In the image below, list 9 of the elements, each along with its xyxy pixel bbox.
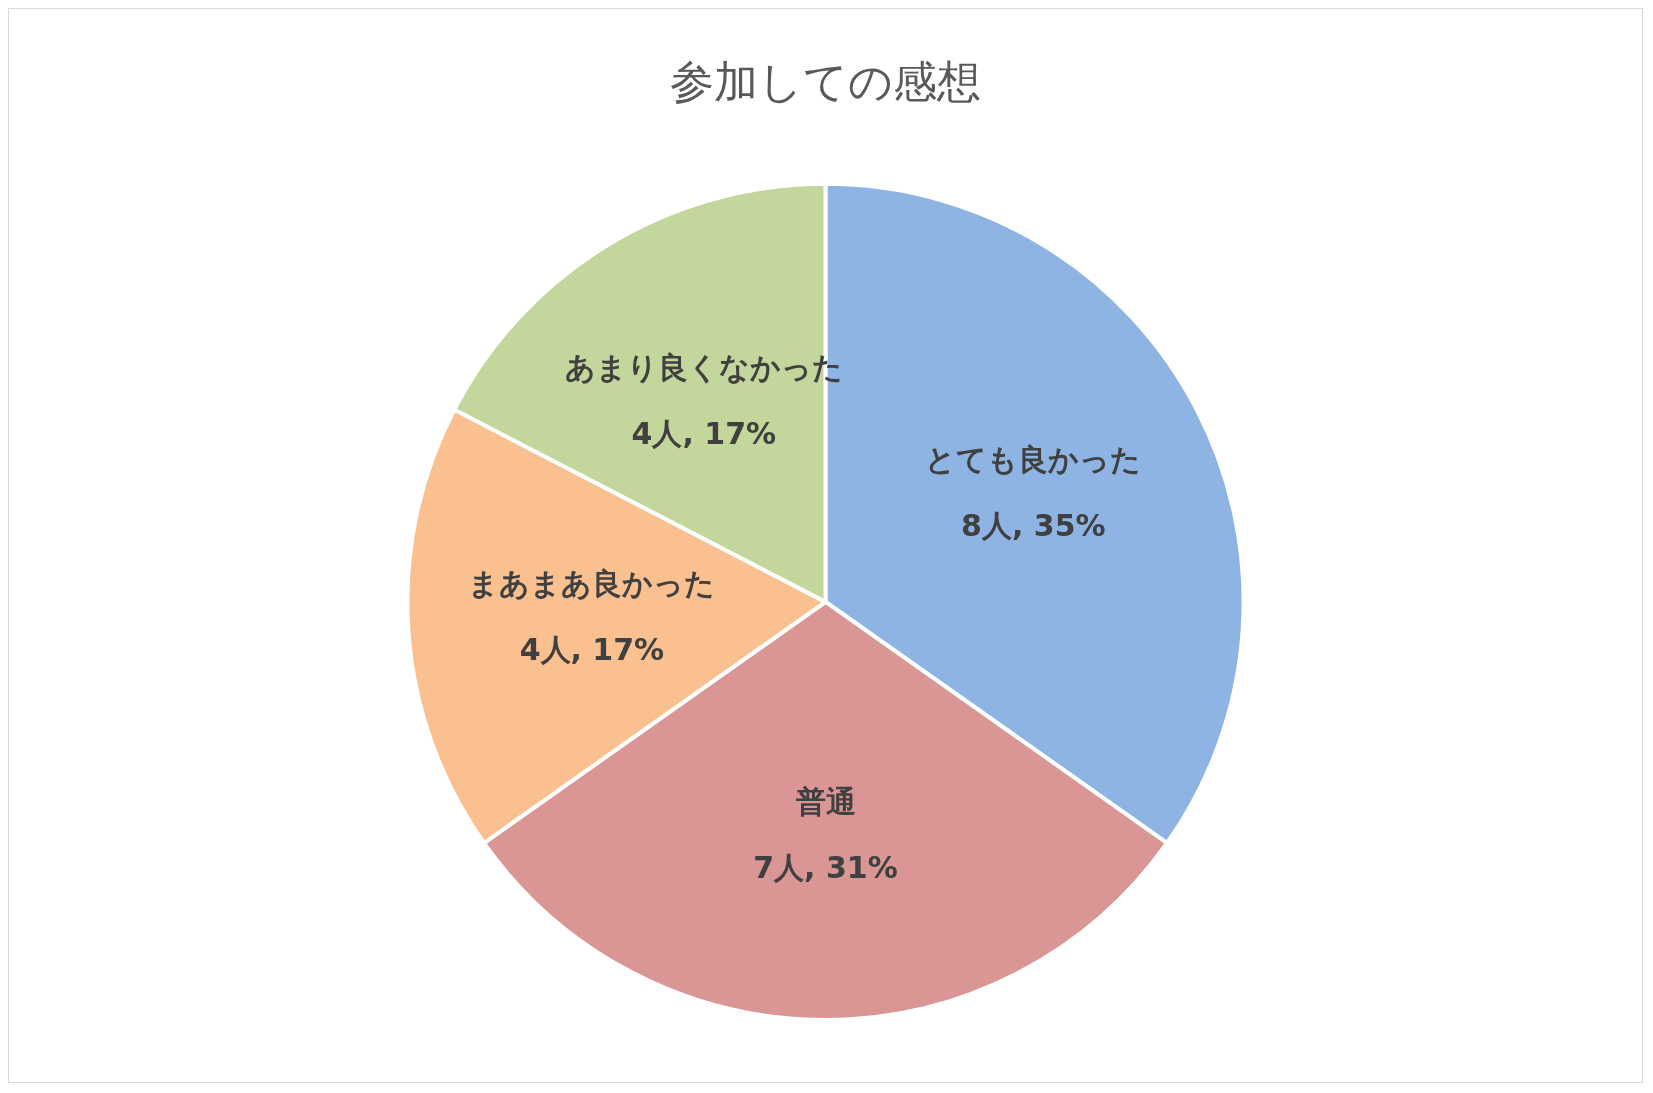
data-label: 7人, 31% (753, 849, 898, 885)
chart-title: 参加しての感想 (670, 55, 981, 107)
slice-label: まあまあ良かった (468, 565, 716, 601)
data-label: 4人, 17% (631, 415, 777, 451)
data-label: 4人, 17% (519, 631, 665, 667)
slice-label: とても良かった (925, 441, 1142, 477)
slice-label: あまり良くなかった (564, 349, 843, 385)
slice-label: 普通 (795, 783, 856, 819)
data-label: 8人, 35% (961, 507, 1106, 543)
